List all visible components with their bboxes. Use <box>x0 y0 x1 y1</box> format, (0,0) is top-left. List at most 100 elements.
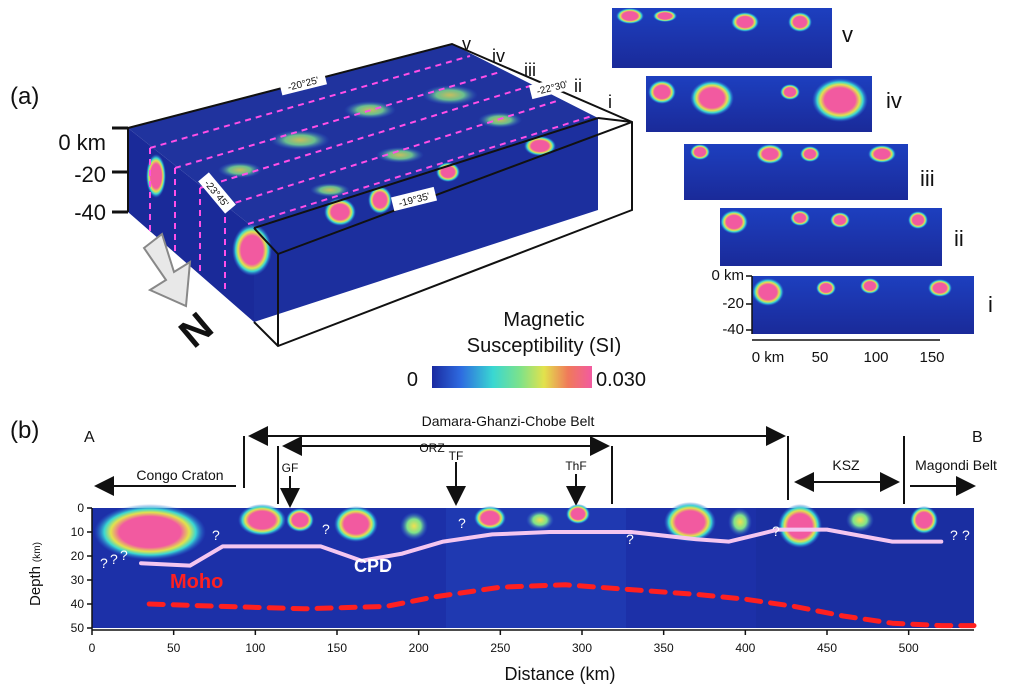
fault-label: ThF <box>565 459 586 473</box>
series-line-moho <box>146 582 977 629</box>
colorbar-gradient <box>432 366 592 388</box>
block-3d <box>127 42 633 348</box>
x-tick-label: 50 <box>167 641 181 655</box>
section-distance-tick: 50 <box>812 349 829 366</box>
axes-b: 0 10 20 30 40 50 0 50 100 150 200 250 300 350 400 450 5… <box>27 501 974 684</box>
section-iii: iii <box>684 144 935 200</box>
end-b-label: B <box>972 429 983 446</box>
y-tick-label: 30 <box>71 573 85 587</box>
section-axes: 0 km -20 -40 0 km 50 100 150 <box>711 267 944 366</box>
section-depth-tick: -40 <box>722 321 744 338</box>
section-distance-tick: 150 <box>919 349 944 366</box>
unknown-mark: ? <box>212 527 220 543</box>
belt-damara: Damara-Ghanzi-Chobe Belt <box>422 413 595 429</box>
north-label: N <box>171 304 221 356</box>
unknown-mark: ? <box>458 515 466 531</box>
section-label: i <box>988 292 993 317</box>
section-depth-tick: -20 <box>722 295 744 312</box>
block-top-anomalies <box>218 85 522 197</box>
moho-label: Moho <box>170 571 223 593</box>
section-i: i <box>752 276 993 334</box>
x-tick-label: 150 <box>327 641 347 655</box>
section-iv: iv <box>646 76 902 132</box>
profile-lines <box>149 55 593 292</box>
fault-label: TF <box>449 449 464 463</box>
section-ii: ii <box>720 208 964 266</box>
sections: v iv iii ii <box>612 8 993 366</box>
profile-mark: iii <box>524 60 536 80</box>
block-depth-tick: -40 <box>74 200 106 225</box>
cpd-label: CPD <box>354 556 392 576</box>
block-depth-tick: 0 km <box>58 130 106 155</box>
x-tick-label: 400 <box>735 641 755 655</box>
profile-mark: i <box>608 92 612 112</box>
unknown-mark: ? <box>772 523 780 539</box>
y-tick-label: 0 <box>77 501 84 515</box>
colorbar-max: 0.030 <box>596 369 646 391</box>
y-axis-label-text: Depth <box>27 566 44 606</box>
block-outline <box>127 42 633 348</box>
side-anomaly <box>368 186 392 214</box>
x-axis-label: Distance (km) <box>504 664 615 684</box>
end-a-label: A <box>84 429 95 446</box>
x-tick-label: 0 <box>89 641 96 655</box>
block-top-face <box>128 44 598 228</box>
unknown-mark: ? <box>950 527 958 543</box>
unknown-mark: ? <box>100 555 108 571</box>
x-tick-label: 250 <box>490 641 510 655</box>
profile-mark: iv <box>492 46 505 66</box>
section-depth-tick: 0 km <box>711 267 744 284</box>
unknown-mark: ? <box>120 547 128 563</box>
section-label: iv <box>886 88 902 113</box>
unknown-mark: ? <box>626 531 634 547</box>
y-tick-label: 50 <box>71 621 85 635</box>
y-axis-label-unit: (km) <box>32 542 43 562</box>
series-line-cpd <box>139 527 944 568</box>
side-anomaly <box>324 198 356 226</box>
north-arrow-icon <box>142 232 192 308</box>
fault-label: GF <box>282 461 299 475</box>
belt-congo: Congo Craton <box>136 467 223 483</box>
belt-ksz: KSZ <box>832 457 860 473</box>
y-tick-label: 40 <box>71 597 85 611</box>
x-tick-label: 200 <box>409 641 429 655</box>
section-label: ii <box>954 226 964 251</box>
y-tick-label: 10 <box>71 525 85 539</box>
y-tick-label: 20 <box>71 549 85 563</box>
cpd-line <box>139 527 944 568</box>
y-axis-label: Depth (km) <box>27 542 44 606</box>
unknown-mark: ? <box>962 527 970 543</box>
cross-section <box>92 502 977 629</box>
x-tick-label: 300 <box>572 641 592 655</box>
belt-orz: ORZ <box>419 441 444 455</box>
section-v: v <box>612 8 853 68</box>
unknown-mark: ? <box>110 551 118 567</box>
question-marks: ? ? ? ? ? ? ? ? ? ? <box>100 515 970 571</box>
profile-mark: v <box>462 34 471 54</box>
profile-mark: ii <box>574 76 582 96</box>
x-tick-label: 100 <box>245 641 265 655</box>
panel-b-label: (b) <box>10 417 39 444</box>
colorbar-title-2: Susceptibility (SI) <box>467 335 622 357</box>
front-anomaly <box>232 224 272 276</box>
belt-magondi: Magondi Belt <box>915 457 997 473</box>
section-distance-tick: 0 km <box>752 349 785 366</box>
block-depth-tick: -20 <box>74 162 106 187</box>
x-tick-label: 350 <box>654 641 674 655</box>
section-label: v <box>842 22 853 47</box>
unknown-mark: ? <box>322 521 330 537</box>
panel-a-label: (a) <box>10 83 39 110</box>
belt-arrows <box>94 426 976 508</box>
colorbar-min: 0 <box>407 369 418 391</box>
block-side-face <box>254 118 598 322</box>
block-depth-axis: 0 km -20 -40 <box>58 126 128 225</box>
moho-line <box>146 582 977 629</box>
x-tick-label: 450 <box>817 641 837 655</box>
colorbar: Magnetic Susceptibility (SI) 0 0.030 <box>407 309 646 391</box>
section-label: iii <box>920 166 935 191</box>
side-anomaly <box>524 136 556 156</box>
x-tick-label: 500 <box>899 641 919 655</box>
profile-marks: v iv iii ii i <box>462 34 612 112</box>
colorbar-title-1: Magnetic <box>503 309 584 331</box>
